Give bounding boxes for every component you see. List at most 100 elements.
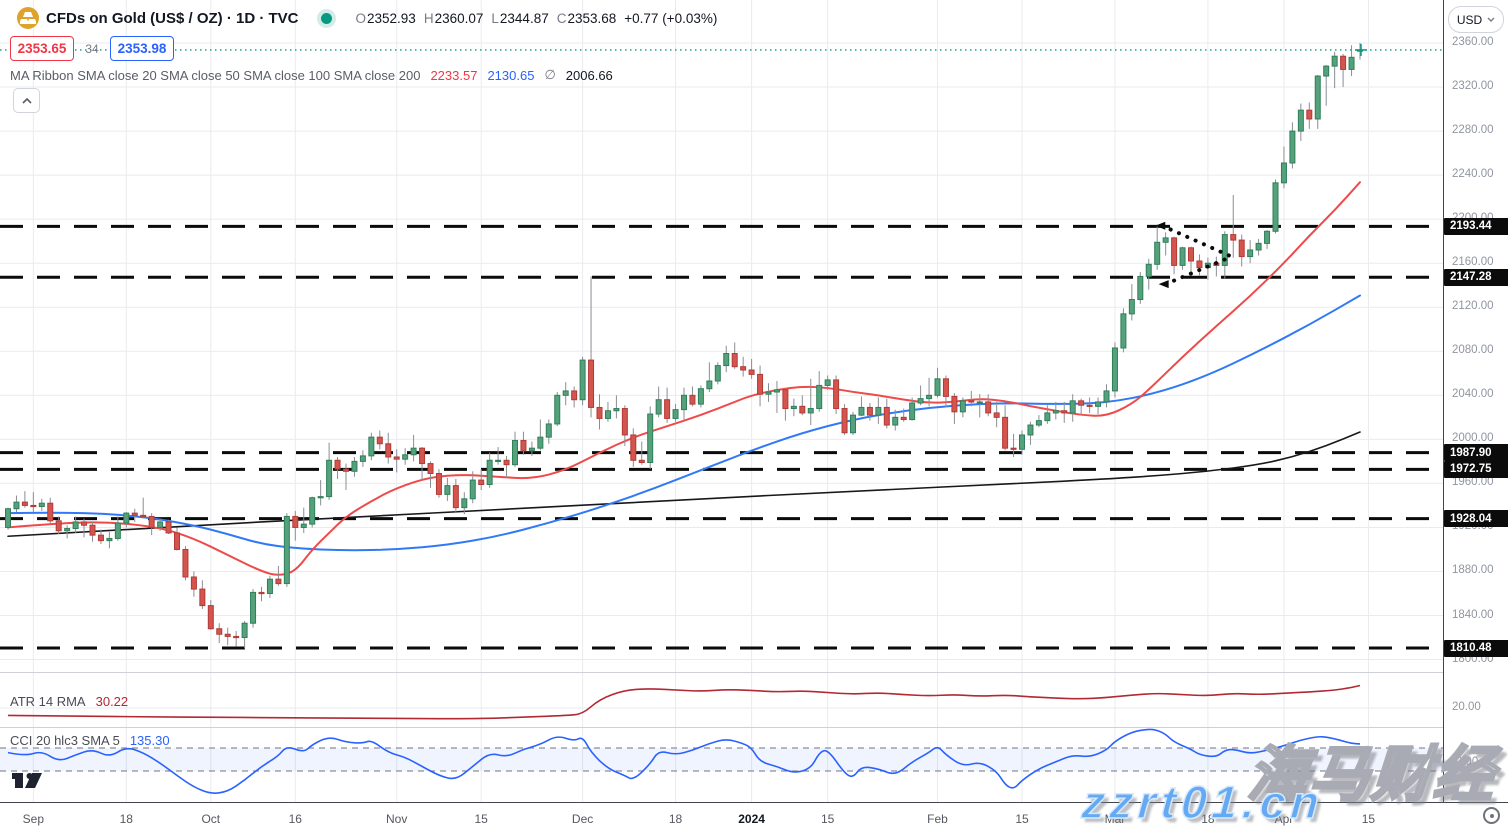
candle-down xyxy=(343,468,349,472)
time-tick: Nov xyxy=(386,812,408,826)
buy-button[interactable]: 2353.98 xyxy=(110,36,174,61)
tradingview-logo[interactable] xyxy=(12,772,43,794)
candle-up xyxy=(486,459,493,486)
candle-up xyxy=(917,398,924,404)
atr-legend[interactable]: ATR 14 RMA 30.22 xyxy=(10,694,128,709)
candle-down xyxy=(664,399,671,419)
candle-down xyxy=(1230,234,1237,241)
candle-down xyxy=(148,515,155,528)
candle-up xyxy=(1137,275,1144,301)
price-scale[interactable]: USD 2360.002320.002280.002240.002200.002… xyxy=(1444,0,1508,802)
currency-button[interactable]: USD xyxy=(1448,6,1504,33)
change-value: +0.77 (+0.03%) xyxy=(624,10,718,26)
price-tick: 1960.00 xyxy=(1452,476,1494,489)
candle-up xyxy=(934,378,941,396)
candle-down xyxy=(140,514,147,518)
candle-down xyxy=(841,408,848,434)
candle-up xyxy=(114,522,121,539)
pane-separator-main-atr[interactable] xyxy=(0,672,1508,673)
cci-band xyxy=(0,748,1443,771)
candle-down xyxy=(334,459,341,470)
candle-up xyxy=(1348,56,1355,70)
candle-down xyxy=(165,521,172,534)
atr-scale-tick: 20.00 xyxy=(1452,701,1481,713)
candle-up xyxy=(1272,182,1279,232)
time-axis[interactable]: Sep 18 Oct 16 Nov 15 Dec 18 2024 15 Feb 15 Mar 18 Apr 1… xyxy=(0,802,1508,835)
time-tick: Oct xyxy=(201,812,221,826)
candle-up xyxy=(850,414,856,434)
cci-legend[interactable]: CCI 20 hlc3 SMA 5 135.30 xyxy=(10,733,170,748)
pennant-annotation-line[interactable] xyxy=(1160,223,1234,259)
collapse-legend-button[interactable] xyxy=(13,88,40,113)
candle-up xyxy=(562,390,569,396)
bid-ask-row: 2353.65 34 2353.98 xyxy=(10,36,174,61)
time-tick: 15 xyxy=(820,812,835,826)
candle-up xyxy=(858,406,865,416)
candle-down xyxy=(452,485,459,509)
gold-symbol-icon xyxy=(17,7,39,29)
time-tick: 18 xyxy=(1201,812,1215,826)
candle-down xyxy=(993,412,1000,418)
sma-50-line xyxy=(7,294,1361,552)
candle-up xyxy=(1035,420,1042,426)
sell-button[interactable]: 2353.65 xyxy=(10,36,74,61)
candle-down xyxy=(1238,239,1245,258)
time-tick: Sep xyxy=(22,812,45,826)
pane-separator-atr-cci[interactable] xyxy=(0,727,1508,728)
spread-label: 34 xyxy=(85,41,99,56)
sma-20-line xyxy=(7,181,1361,576)
candle-up xyxy=(816,384,823,410)
candle-down xyxy=(97,534,104,542)
atr-value: 30.22 xyxy=(95,694,129,709)
candle-down xyxy=(1086,404,1093,407)
candle-down xyxy=(951,395,958,413)
candle-up xyxy=(1162,237,1169,243)
candle-up xyxy=(1314,75,1321,120)
ma-ribbon-legend[interactable]: MA Ribbon SMA close 20 SMA close 50 SMA … xyxy=(10,67,613,83)
candle-up xyxy=(926,394,933,400)
timezone-clock-icon[interactable] xyxy=(1483,807,1500,824)
time-tick: Mar xyxy=(1104,812,1126,826)
candle-up xyxy=(64,528,71,532)
candle-up xyxy=(1221,234,1228,266)
candle-down xyxy=(376,436,383,445)
atr-title: ATR 14 RMA xyxy=(10,694,86,709)
symbol-title[interactable]: CFDs on Gold (US$ / OZ) · 1D · TVC xyxy=(46,9,299,27)
candle-up xyxy=(13,501,20,510)
time-tick: 16 xyxy=(288,812,302,826)
time-tick: 15 xyxy=(474,812,488,826)
candle-up xyxy=(723,352,730,367)
candle-down xyxy=(385,443,392,458)
candle-up xyxy=(714,365,721,382)
market-status-icon[interactable] xyxy=(320,12,332,24)
candle-down xyxy=(393,456,400,460)
price-tick: 2120.00 xyxy=(1452,300,1494,313)
candle-down xyxy=(182,548,189,578)
price-level-label: 1972.75 xyxy=(1444,460,1508,478)
chart-canvas[interactable] xyxy=(0,0,1443,802)
candle-down xyxy=(1306,109,1313,120)
candle-down xyxy=(689,394,696,405)
time-tick: 15 xyxy=(1015,812,1029,826)
candle-up xyxy=(1044,412,1051,422)
time-tick: Apr xyxy=(1274,812,1294,826)
candle-down xyxy=(216,628,223,635)
pennant-annotation-line[interactable] xyxy=(1163,254,1234,287)
candle-up xyxy=(317,496,324,499)
symbol-legend: CFDs on Gold (US$ / OZ) · 1D · TVC O2352… xyxy=(17,7,717,29)
candle-up xyxy=(241,622,248,639)
candle-down xyxy=(275,578,282,585)
price-tick: 2240.00 xyxy=(1452,168,1494,181)
price-level-label: 2147.28 xyxy=(1444,268,1508,286)
time-tick: Feb xyxy=(927,812,948,826)
price-tick: 2000.00 xyxy=(1452,432,1494,445)
candle-down xyxy=(638,459,645,463)
candle-down xyxy=(985,401,992,414)
time-tick: 18 xyxy=(119,812,133,826)
candle-down xyxy=(89,524,96,536)
candle-down xyxy=(833,379,840,410)
price-tick: 2360.00 xyxy=(1452,36,1494,48)
candle-down xyxy=(131,512,138,516)
price-level-label: 1810.48 xyxy=(1444,639,1508,657)
candle-up xyxy=(613,408,620,412)
